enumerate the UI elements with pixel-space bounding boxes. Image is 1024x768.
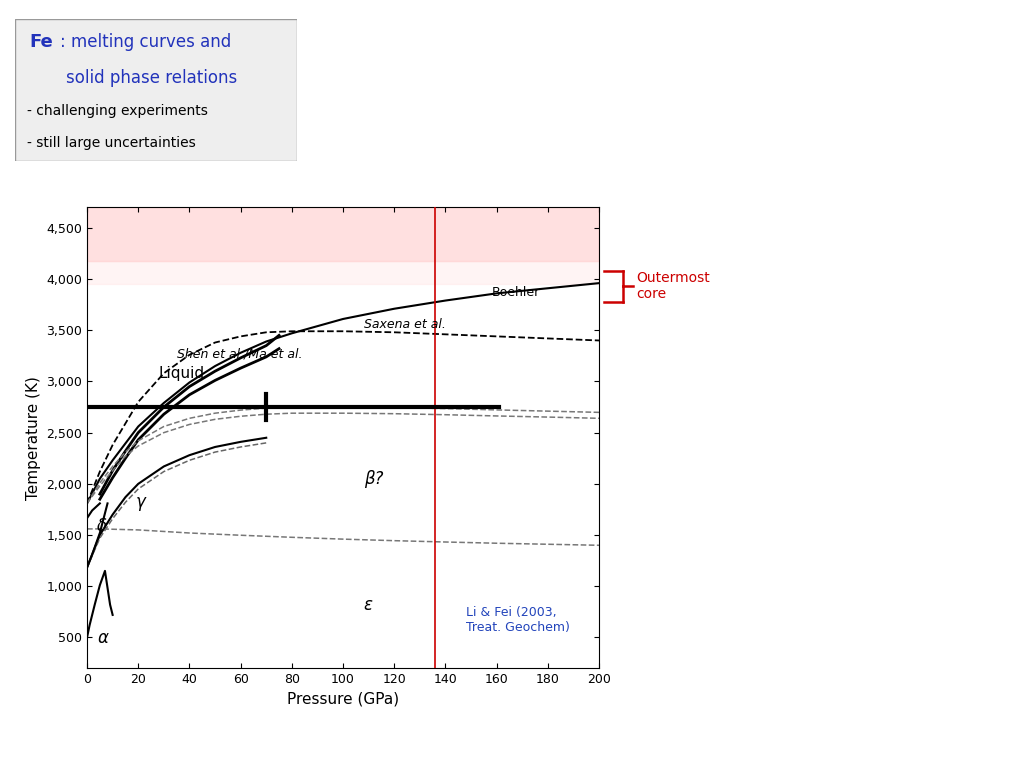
Text: - challenging experiments: - challenging experiments (27, 104, 208, 118)
Text: Outermost
core: Outermost core (636, 271, 710, 301)
Text: Shen et al./Ma et al.: Shen et al./Ma et al. (176, 347, 302, 360)
Text: - still large uncertainties: - still large uncertainties (27, 136, 196, 150)
Text: : melting curves and: : melting curves and (60, 33, 231, 51)
X-axis label: Pressure (GPa): Pressure (GPa) (287, 691, 399, 707)
Bar (87, 207, 599, 260)
Bar (87, 260, 599, 284)
Text: ε: ε (364, 596, 373, 614)
Text: γ: γ (135, 493, 145, 511)
Text: Saxena et al.: Saxena et al. (364, 318, 445, 330)
Text: δ: δ (97, 517, 108, 535)
FancyBboxPatch shape (15, 19, 297, 161)
Text: solid phase relations: solid phase relations (66, 69, 238, 87)
Text: Fe: Fe (30, 33, 53, 51)
Text: Boehler: Boehler (492, 286, 540, 299)
Text: α: α (97, 630, 109, 647)
Text: Liquid: Liquid (159, 366, 205, 381)
Text: Li & Fei (2003,
Treat. Geochem): Li & Fei (2003, Treat. Geochem) (466, 606, 569, 634)
Y-axis label: Temperature (K): Temperature (K) (26, 376, 41, 500)
Text: β?: β? (364, 470, 383, 488)
